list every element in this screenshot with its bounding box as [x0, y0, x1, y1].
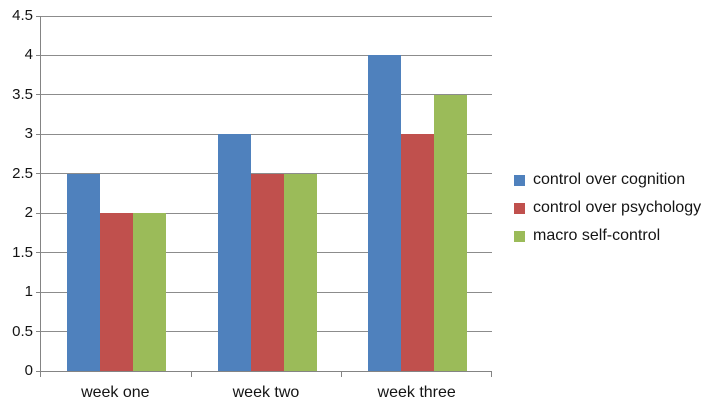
legend-swatch [514, 174, 525, 186]
legend-label: macro self-control [533, 227, 661, 244]
y-axis-tick [36, 252, 40, 254]
bar [250, 173, 284, 371]
y-axis-tick [36, 54, 40, 56]
bar [217, 134, 251, 371]
y-axis-tick [36, 94, 40, 96]
y-axis-label: 1 [24, 283, 33, 301]
y-axis-tick [36, 291, 40, 293]
bar [132, 213, 166, 371]
x-axis-tick [40, 371, 41, 377]
y-axis-label: 0 [24, 362, 33, 379]
bar [368, 55, 402, 371]
y-axis-tick [36, 15, 40, 17]
gridline [40, 15, 492, 17]
x-axis-tick [191, 371, 192, 377]
x-axis-label: week one [81, 384, 150, 401]
y-axis-tick [36, 370, 40, 372]
y-axis-tick [36, 331, 40, 333]
bar [283, 173, 317, 371]
bar [401, 134, 435, 371]
bar [434, 94, 468, 371]
y-axis-line [40, 16, 41, 372]
y-axis-tick [36, 133, 40, 135]
y-axis-label: 2.5 [12, 164, 33, 182]
y-axis-label: 1.5 [12, 243, 33, 261]
y-axis-label: 0.5 [12, 322, 33, 340]
y-axis-label: 2 [24, 204, 33, 222]
gridline [40, 133, 492, 135]
x-axis-label: week two [232, 384, 300, 401]
x-axis-line [40, 371, 492, 372]
y-axis-label: 4 [24, 46, 33, 64]
y-axis-tick [36, 212, 40, 214]
legend-item: macro self-control [514, 222, 701, 250]
y-axis-label: 4.5 [12, 7, 33, 24]
gridline [40, 54, 492, 56]
gridline [40, 94, 492, 96]
legend-label: control over psychology [533, 199, 702, 216]
legend-label: control over cognition [533, 171, 686, 188]
x-axis-tick [341, 371, 342, 377]
x-axis-tick [491, 371, 492, 377]
y-axis-tick [36, 173, 40, 175]
legend: control over cognition control over psych… [514, 166, 701, 250]
y-axis-label: 3.5 [12, 85, 33, 103]
legend-item: control over psychology [514, 194, 701, 222]
x-axis-label: week three [377, 384, 456, 401]
y-axis-label: 3 [24, 125, 33, 143]
bar [66, 173, 100, 371]
legend-item: control over cognition [514, 166, 701, 194]
legend-swatch [514, 230, 525, 242]
bar [99, 213, 133, 371]
legend-swatch [514, 202, 525, 214]
